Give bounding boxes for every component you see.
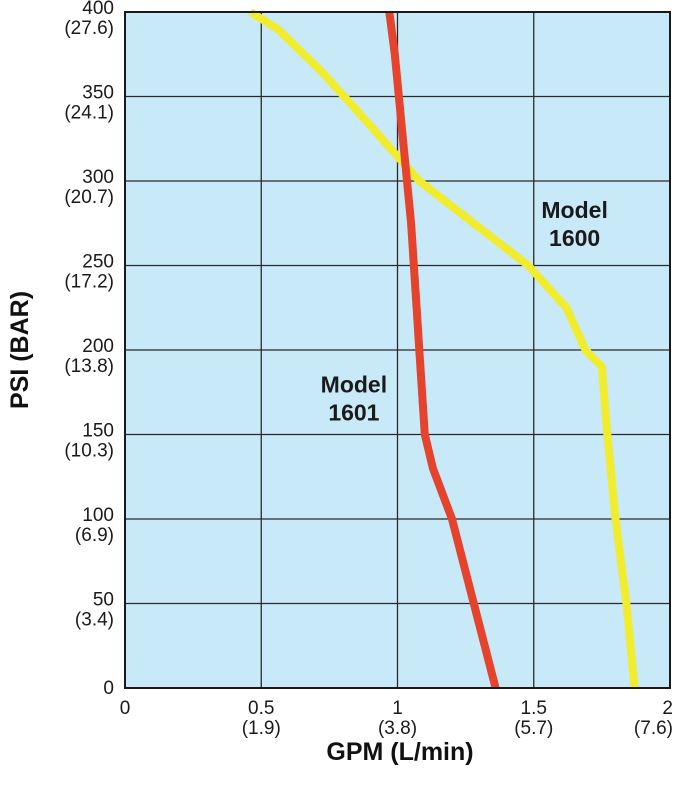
series-lines (248, 8, 639, 689)
x-tick-labels: 0 0.5(1.9) 1(3.8) 1.5(5.7) 2(7.6) (120, 698, 673, 739)
x-tick-sublabel-2: (3.8) (378, 718, 417, 739)
y-tick-label-4: 200 (82, 336, 114, 357)
x-tick-sublabel-1: (1.9) (242, 718, 281, 739)
y-tick-sublabel-5: (17.2) (64, 272, 114, 293)
y-tick-sublabel-7: (24.1) (64, 103, 114, 124)
y-tick-label-6: 300 (82, 167, 114, 188)
x-tick-label-3: 1.5 (521, 698, 547, 719)
x-tick-label-1: 0.5 (248, 698, 274, 719)
y-tick-sublabel-1: (3.4) (75, 610, 114, 631)
x-tick-label-4: 2 (662, 698, 673, 719)
x-axis-title: GPM (L/min) (326, 738, 473, 766)
y-tick-sublabel-6: (20.7) (64, 187, 114, 208)
y-tick-sublabel-4: (13.8) (64, 356, 114, 377)
y-axis-title: PSI (BAR) (6, 291, 34, 409)
y-tick-label-1: 50 (93, 590, 114, 611)
y-tick-label-8: 400 (82, 0, 114, 19)
series-line-0 (248, 8, 639, 689)
x-tick-label-2: 1 (392, 698, 403, 719)
y-tick-label-5: 250 (82, 252, 114, 273)
x-tick-sublabel-3: (5.7) (514, 718, 553, 739)
y-tick-sublabel-2: (6.9) (75, 525, 114, 546)
y-tick-sublabel-8: (27.6) (64, 18, 114, 39)
y-tick-labels: 0 50(3.4) 100(6.9) 150(10.3) 200(13.8) 250(17… (64, 0, 114, 699)
series-label-1-line1: Model (321, 371, 387, 397)
x-tick-label-0: 0 (120, 698, 131, 719)
x-tick-sublabel-4: (7.6) (634, 718, 673, 739)
y-tick-label-2: 100 (82, 505, 114, 526)
y-tick-sublabel-3: (10.3) (64, 441, 114, 462)
y-tick-label-0: 0 (103, 678, 114, 699)
series-label-0-line2: 1600 (549, 225, 600, 251)
y-tick-label-3: 150 (82, 421, 114, 442)
series-label-0-line1: Model (541, 197, 607, 223)
series-label-1-line2: 1601 (328, 399, 379, 425)
series-line-1 (385, 11, 500, 689)
y-tick-label-7: 350 (82, 83, 114, 104)
plot-frame (124, 11, 671, 689)
